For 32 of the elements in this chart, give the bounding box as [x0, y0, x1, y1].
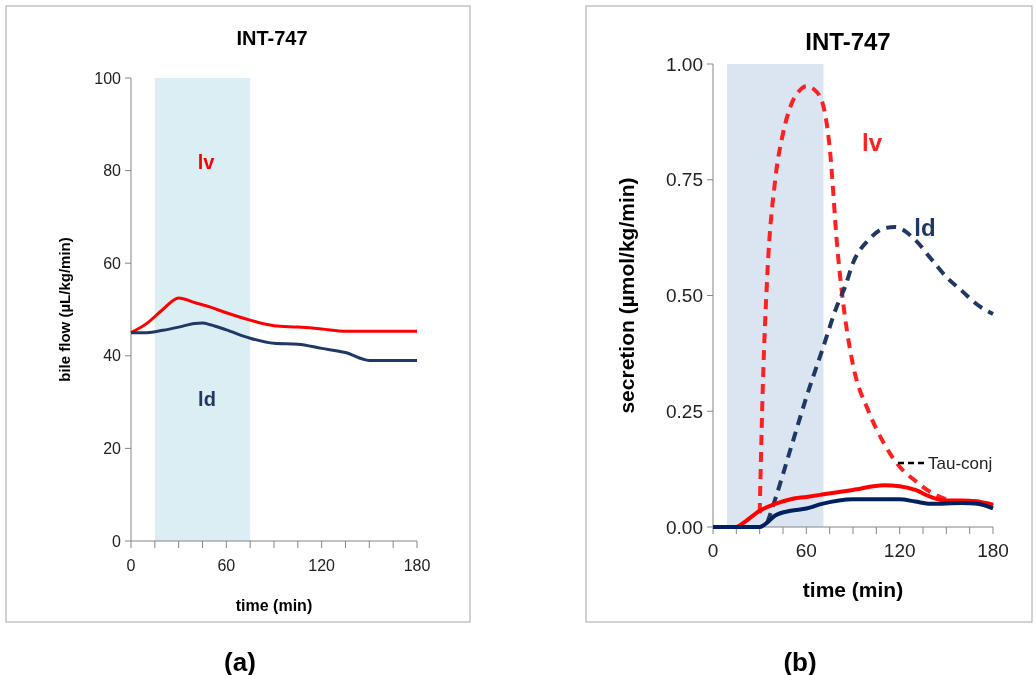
chart-title: INT-747 — [805, 28, 891, 55]
x-axis-title: time (min) — [802, 578, 904, 601]
annotation: lv — [197, 151, 216, 173]
y-tick-label: 80 — [103, 162, 122, 180]
x-tick-label: 0 — [126, 557, 136, 574]
annotation: lv — [861, 129, 883, 157]
x-tick-label: 180 — [403, 557, 431, 574]
x-tick-label: 60 — [795, 540, 817, 561]
y-tick-label: 0.25 — [666, 400, 703, 422]
line-series — [129, 296, 419, 335]
y-tick-label: 20 — [103, 440, 122, 457]
line-series — [129, 321, 419, 362]
y-tick-label: 60 — [103, 254, 122, 272]
x-tick-label: 120 — [308, 557, 336, 574]
y-tick-label: 100 — [94, 69, 122, 87]
x-tick-label: 180 — [977, 540, 1009, 561]
chart-title: INT-747 — [236, 27, 308, 49]
x-axis-title: time (min) — [235, 597, 313, 614]
y-axis-title: secretion (µmol/kg/min) — [615, 177, 638, 414]
y-tick-label: 0.00 — [666, 516, 703, 538]
line-series — [757, 84, 995, 516]
x-tick-label: 0 — [707, 540, 719, 561]
y-tick-label: 1.00 — [666, 53, 703, 75]
y-tick-label: 40 — [103, 347, 122, 365]
annotation: Tau-conj — [928, 453, 993, 473]
y-tick-label: 0.50 — [666, 285, 703, 307]
y-axis-title: bile flow (µL/kg/min) — [56, 237, 73, 382]
x-tick-label: 120 — [883, 540, 916, 561]
x-tick-label: 60 — [217, 557, 236, 574]
annotation: ld — [914, 214, 936, 242]
y-tick-label: 0.75 — [666, 169, 703, 191]
annotation: ld — [198, 388, 216, 410]
